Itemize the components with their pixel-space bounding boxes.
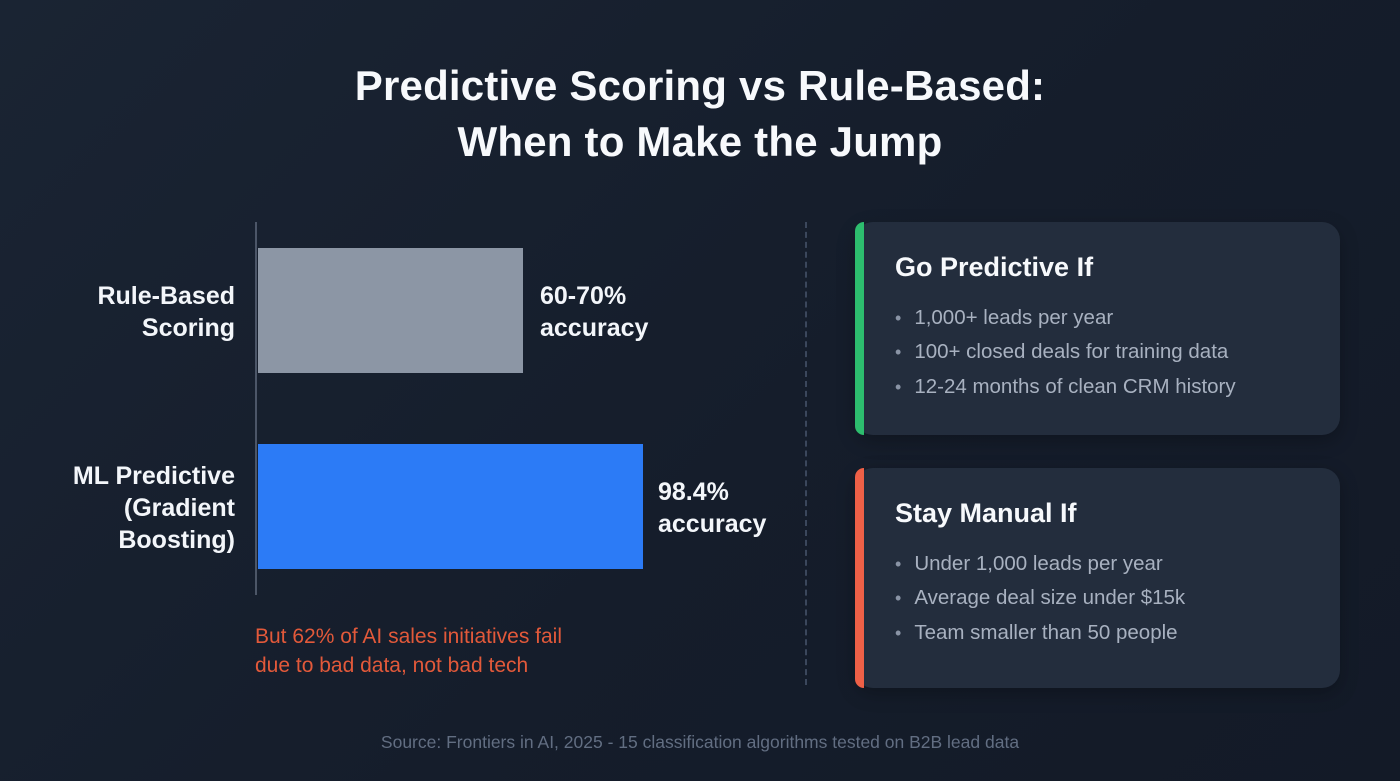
bullet-dot: •: [895, 308, 902, 328]
list-item: • Under 1,000 leads per year: [895, 547, 1304, 581]
bar-ml-predictive: [258, 444, 643, 569]
list-item-text: 12-24 months of clean CRM history: [914, 374, 1236, 398]
list-item-text: Under 1,000 leads per year: [914, 552, 1163, 575]
value-label-ml-predictive: 98.4% accuracy: [658, 478, 767, 538]
list-item: • 12-24 months of clean CRM history: [895, 370, 1304, 404]
category-label-ml-predictive: ML Predictive (Gradient Boosting): [72, 462, 235, 554]
card-accent-orange: [855, 468, 864, 688]
chart-axis-line: [255, 222, 257, 595]
source-note: Source: Frontiers in AI, 2025 - 15 class…: [380, 732, 1020, 752]
list-item: • 100+ closed deals for training data: [895, 335, 1304, 369]
chart-annotation: But 62% of AI sales initiatives fail due…: [255, 625, 562, 678]
list-item: • Team smaller than 50 people: [895, 616, 1304, 650]
value-label-rule-based: 60-70% accuracy: [540, 282, 649, 342]
list-item-text: 1,000+ leads per year: [914, 306, 1114, 329]
list-item: • 1,000+ leads per year: [895, 301, 1304, 335]
bar-rule-based: [258, 248, 523, 373]
card-stay-manual: Stay Manual If • Under 1,000 leads per y…: [855, 468, 1340, 688]
vertical-dashed-divider: [805, 222, 807, 685]
page-title-line-1: Predictive Scoring vs Rule-Based:: [354, 62, 1046, 109]
page-title-line-2: When to Make the Jump: [457, 117, 943, 165]
list-item: • Average deal size under $15k: [895, 581, 1304, 615]
bullet-dot: •: [895, 376, 902, 397]
bullet-dot: •: [895, 588, 902, 609]
card-title-stay-manual: Stay Manual If: [895, 498, 1077, 528]
card-accent-green: [855, 222, 864, 435]
card-title-go-predictive: Go Predictive If: [895, 252, 1094, 282]
list-item-text: Team smaller than 50 people: [914, 620, 1178, 644]
card-go-predictive: Go Predictive If • 1,000+ leads per year…: [855, 222, 1340, 435]
bullet-dot: •: [895, 554, 902, 574]
bullet-dot: •: [895, 342, 902, 363]
list-item-text: 100+ closed deals for training data: [914, 340, 1229, 364]
category-label-rule-based: Rule-Based Scoring: [97, 282, 235, 342]
card-list-stay-manual: • Under 1,000 leads per year • Average d…: [895, 547, 1304, 650]
card-list-go-predictive: • 1,000+ leads per year • 100+ closed de…: [895, 301, 1304, 404]
page-title: Predictive Scoring vs Rule-Based: When t…: [0, 58, 1400, 170]
bullet-dot: •: [895, 622, 902, 643]
list-item-text: Average deal size under $15k: [914, 586, 1186, 610]
